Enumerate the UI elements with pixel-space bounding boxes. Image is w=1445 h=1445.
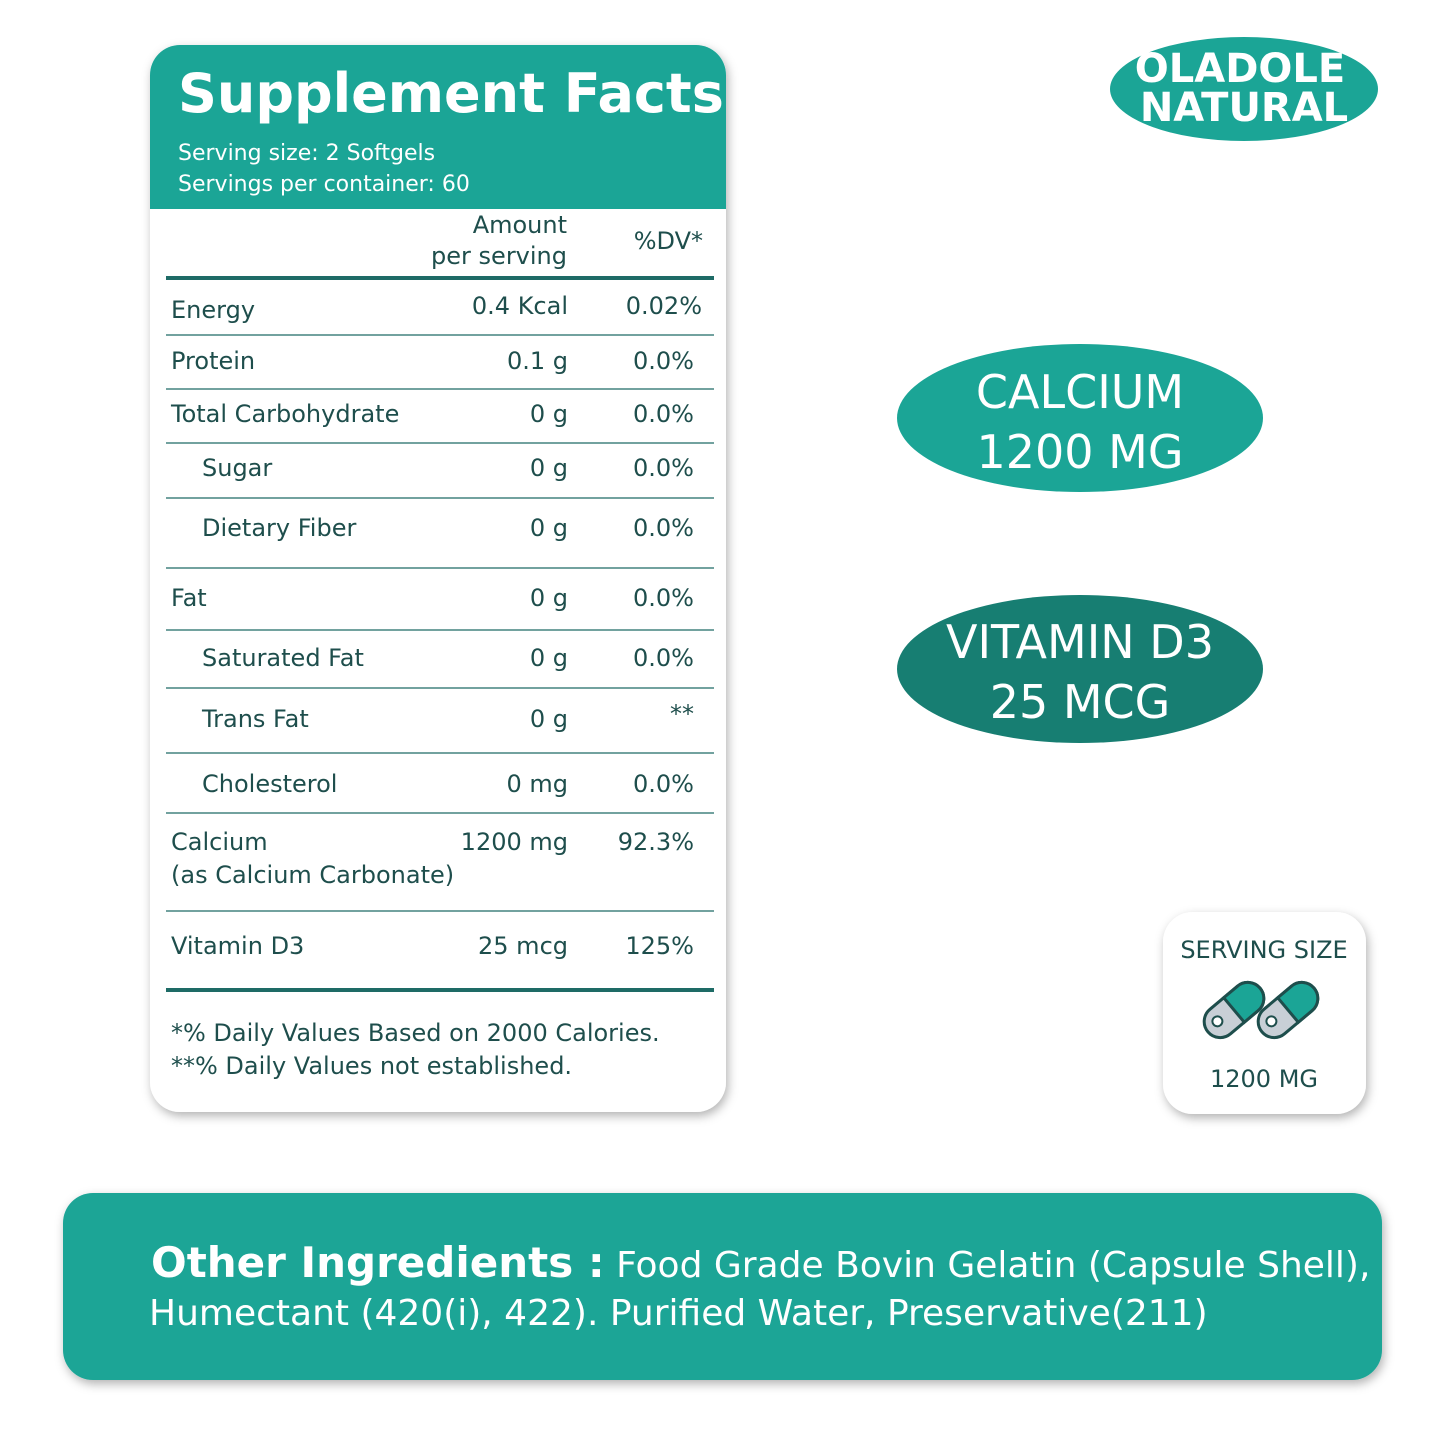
serving-box: SERVING SIZE 1200 MG bbox=[1163, 912, 1366, 1114]
amount: 25 mcg bbox=[478, 932, 568, 960]
serving-title: SERVING SIZE bbox=[1180, 936, 1347, 964]
nutrient-name: Saturated Fat bbox=[202, 644, 364, 672]
ingredients-bg bbox=[63, 1193, 1382, 1380]
dv: 125% bbox=[625, 932, 694, 960]
capsule-icon bbox=[1202, 980, 1266, 1040]
badge: CALCIUM 1200 MG bbox=[897, 344, 1263, 492]
dv: 0.0% bbox=[633, 514, 694, 542]
col-header: Amount bbox=[473, 211, 567, 239]
serving-size: Serving size: 2 Softgels bbox=[178, 141, 435, 166]
ingredients-text: Food Grade Bovin Gelatin (Capsule Shell)… bbox=[616, 1245, 1370, 1286]
col-header: %DV* bbox=[634, 227, 703, 255]
row: Trans Fat 0 g ** bbox=[166, 700, 714, 754]
capsule-icon bbox=[1256, 980, 1320, 1040]
nutrient-name: Vitamin D3 bbox=[171, 932, 304, 960]
dv: 0.0% bbox=[633, 400, 694, 428]
dv: 0.0% bbox=[633, 454, 694, 482]
ingredients-label: Other Ingredients : bbox=[151, 1238, 605, 1287]
amount: 0 mg bbox=[506, 770, 568, 798]
row: Sugar 0 g 0.0% bbox=[166, 454, 714, 499]
row: Vitamin D3 25 mcg 125% bbox=[171, 932, 694, 960]
nutrient-name: Energy bbox=[171, 296, 255, 324]
row: Protein 0.1 g 0.0% bbox=[166, 347, 714, 390]
dv: 0.02% bbox=[626, 292, 702, 320]
badge-bg bbox=[897, 595, 1263, 743]
card-bg bbox=[150, 45, 726, 1112]
dv: 0.0% bbox=[633, 347, 694, 375]
nutrient-name: Calcium bbox=[171, 828, 268, 856]
row: Saturated Fat 0 g 0.0% bbox=[166, 644, 714, 689]
badge-text: VITAMIN D3 bbox=[946, 615, 1214, 669]
badge-text: 25 MCG bbox=[990, 675, 1171, 729]
badge-text: CALCIUM bbox=[976, 365, 1184, 419]
ingredients-text: Humectant (420(i), 422). Purified Water,… bbox=[149, 1293, 1208, 1334]
ingredients-line: Other Ingredients : Food Grade Bovin Gel… bbox=[151, 1238, 1370, 1287]
logo-text: NATURAL bbox=[1140, 85, 1348, 131]
amount: 0 g bbox=[530, 400, 568, 428]
nutrient-name: Cholesterol bbox=[202, 770, 337, 798]
logo: OLADOLE NATURAL bbox=[1110, 37, 1378, 141]
amount: 0 g bbox=[530, 454, 568, 482]
badge-bg bbox=[897, 344, 1263, 492]
row: Cholesterol 0 mg 0.0% bbox=[166, 770, 714, 814]
card-header bbox=[150, 45, 726, 209]
amount: 0.4 Kcal bbox=[472, 292, 568, 320]
serving-amount: 1200 MG bbox=[1210, 1065, 1318, 1093]
amount: 0 g bbox=[530, 514, 568, 542]
row: Fat 0 g 0.0% bbox=[166, 584, 714, 631]
dv: 0.0% bbox=[633, 644, 694, 672]
amount: 0 g bbox=[530, 584, 568, 612]
dv: 0.0% bbox=[633, 770, 694, 798]
servings: Servings per container: 60 bbox=[178, 172, 470, 197]
footnote: **% Daily Values not established. bbox=[171, 1052, 572, 1080]
badge-text: 1200 MG bbox=[976, 425, 1183, 479]
badge: VITAMIN D3 25 MCG bbox=[897, 595, 1263, 743]
dv: 92.3% bbox=[618, 828, 694, 856]
footnote: *% Daily Values Based on 2000 Calories. bbox=[171, 1019, 660, 1047]
logo-text: OLADOLE bbox=[1135, 46, 1345, 92]
nutrient-name: Dietary Fiber bbox=[202, 514, 356, 542]
row: Calcium (as Calcium Carbonate) 1200 mg 9… bbox=[166, 828, 714, 912]
ingredients: Other Ingredients : Food Grade Bovin Gel… bbox=[63, 1193, 1382, 1380]
row: Total Carbohydrate 0 g 0.0% bbox=[166, 400, 714, 444]
amount: 0 g bbox=[530, 705, 568, 733]
dv: ** bbox=[670, 700, 694, 728]
row: Dietary Fiber 0 g 0.0% bbox=[166, 514, 714, 569]
col-header: per serving bbox=[431, 242, 567, 270]
nutrient-name: Protein bbox=[171, 347, 255, 375]
nutrient-name: Sugar bbox=[202, 454, 272, 482]
nutrient-note: (as Calcium Carbonate) bbox=[171, 861, 454, 889]
row: Energy 0.4 Kcal 0.02% bbox=[166, 292, 714, 336]
amount: 0 g bbox=[530, 644, 568, 672]
facts-title: Supplement Facts bbox=[178, 62, 724, 125]
nutrient-name: Trans Fat bbox=[201, 705, 309, 733]
amount: 0.1 g bbox=[507, 347, 568, 375]
facts-card: Supplement Facts Serving size: 2 Softgel… bbox=[150, 45, 726, 1112]
nutrient-name: Fat bbox=[171, 584, 207, 612]
logo-bg bbox=[1110, 37, 1378, 141]
amount: 1200 mg bbox=[461, 828, 568, 856]
nutrient-name: Total Carbohydrate bbox=[170, 400, 399, 428]
dv: 0.0% bbox=[633, 584, 694, 612]
